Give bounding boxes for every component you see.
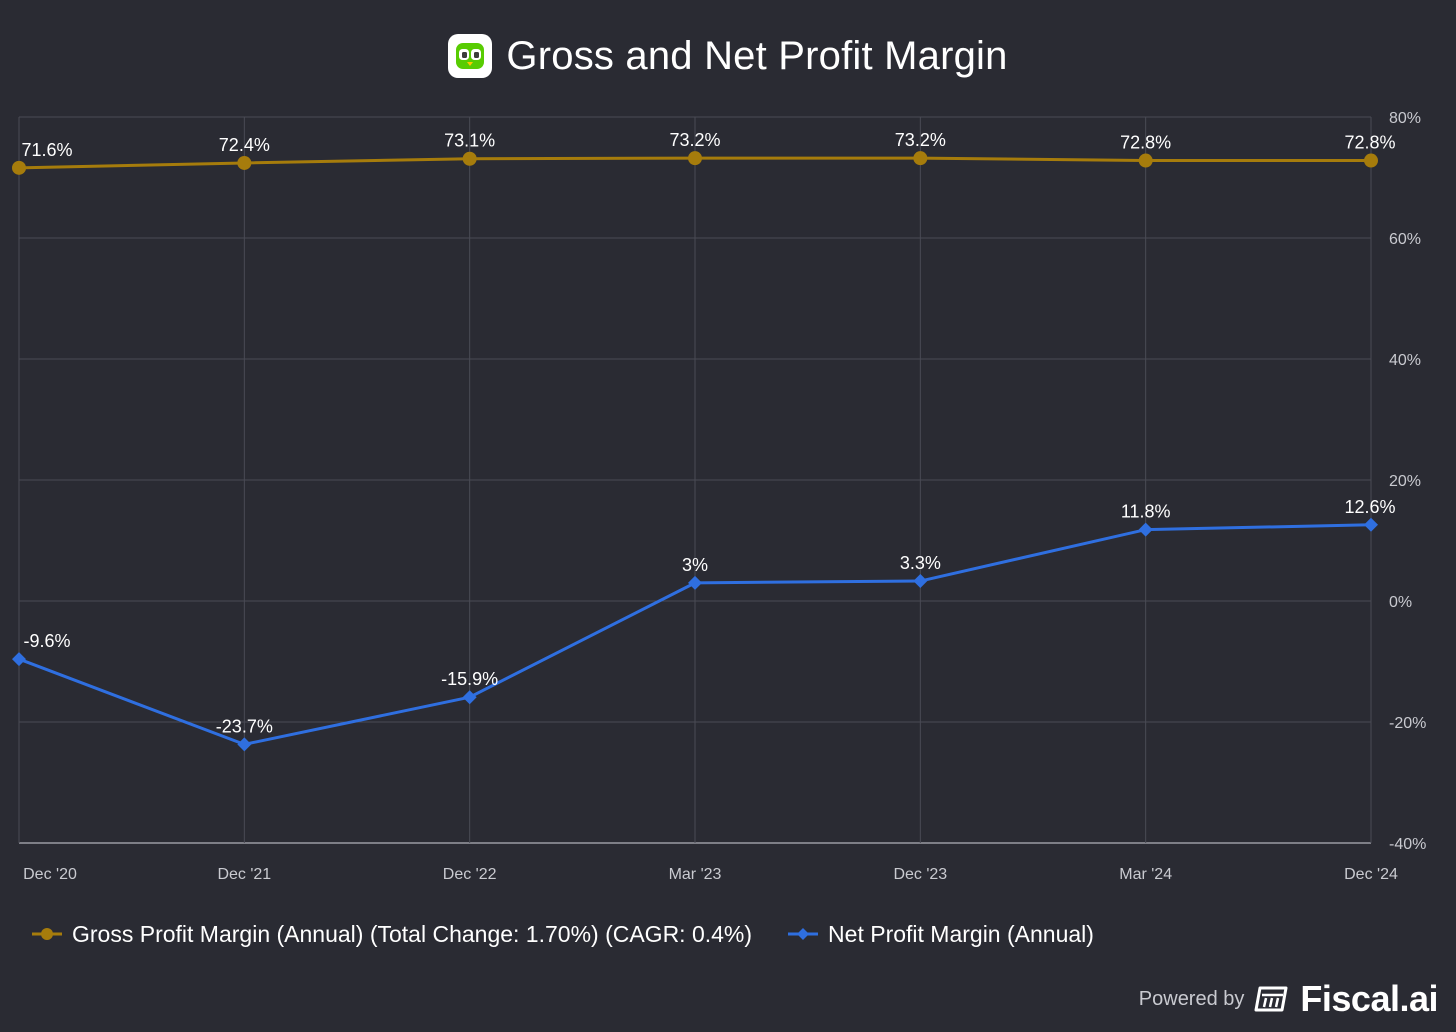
net-margin-data-label: -15.9% bbox=[441, 669, 498, 689]
net-margin-point bbox=[913, 574, 928, 589]
gross-margin-point bbox=[237, 155, 252, 170]
legend-item-net[interactable]: Net Profit Margin (Annual) bbox=[788, 921, 1094, 948]
y-tick-label: 0% bbox=[1389, 594, 1412, 611]
brand-name: Fiscal.ai bbox=[1300, 978, 1438, 1019]
gross-margin-point bbox=[462, 151, 477, 166]
gross-margin-point bbox=[688, 151, 702, 166]
data-labels: 71.6% 72.4% 73.1% 73.2% 73.2% 72.8% 72.8% -9.6%… bbox=[21, 130, 1395, 736]
series-lines bbox=[12, 151, 1378, 752]
axis-ticks: 80% 60% 40% 20% 0% -20% -40% Dec '20 Dec '21 Dec … bbox=[23, 110, 1426, 883]
x-tick-label: Mar '24 bbox=[1119, 866, 1172, 883]
fiscal-logo-icon bbox=[1254, 986, 1288, 1012]
gross-margin-data-label: 73.2% bbox=[669, 130, 720, 150]
x-tick-label: Dec '24 bbox=[1344, 866, 1398, 883]
x-tick-label: Dec '20 bbox=[23, 866, 77, 883]
net-margin-data-label: 12.6% bbox=[1344, 497, 1395, 517]
net-margin-point bbox=[1364, 517, 1378, 532]
gross-margin-data-label: 72.8% bbox=[1344, 133, 1395, 153]
x-tick-label: Mar '23 bbox=[669, 866, 722, 883]
gross-margin-point bbox=[12, 160, 26, 175]
gross-margin-data-label: 72.8% bbox=[1120, 133, 1171, 153]
footer-branding: Powered by Fiscal.ai bbox=[1138, 978, 1439, 1020]
gross-margin-data-label: 73.2% bbox=[895, 130, 946, 150]
net-margin-point bbox=[1138, 522, 1153, 537]
x-tick-label: Dec '23 bbox=[893, 866, 947, 883]
net-margin-data-label: 3% bbox=[682, 555, 708, 575]
y-tick-label: 40% bbox=[1389, 352, 1421, 369]
chart-title: Gross and Net Profit Margin bbox=[506, 33, 1008, 78]
net-margin-point bbox=[12, 652, 26, 667]
x-tick-label: Dec '21 bbox=[217, 866, 271, 883]
y-tick-label: 60% bbox=[1389, 231, 1421, 248]
gross-margin-data-label: 72.4% bbox=[219, 135, 270, 155]
gross-margin-data-label: 71.6% bbox=[21, 140, 72, 160]
net-margin-data-label: 3.3% bbox=[900, 553, 941, 573]
gross-margin-point bbox=[1138, 153, 1153, 168]
net-margin-data-label: -23.7% bbox=[216, 716, 273, 736]
duolingo-owl-icon bbox=[448, 34, 493, 78]
legend-net-label: Net Profit Margin (Annual) bbox=[828, 920, 1094, 947]
chart-plot: 80% 60% 40% 20% 0% -20% -40% Dec '20 Dec '21 Dec … bbox=[12, 110, 1426, 883]
chart-title-row: Gross and Net Profit Margin bbox=[0, 28, 1456, 84]
net-margin-data-label: 11.8% bbox=[1121, 502, 1171, 522]
gross-margin-point bbox=[1364, 153, 1378, 168]
legend-net-marker-icon bbox=[788, 928, 819, 940]
gross-margin-data-label: 73.1% bbox=[444, 131, 495, 151]
y-tick-label: 20% bbox=[1389, 473, 1421, 490]
grid-lines bbox=[18, 116, 1372, 844]
x-tick-label: Dec '22 bbox=[443, 866, 497, 883]
powered-by-text: Powered by bbox=[1138, 987, 1245, 1010]
legend-item-gross[interactable]: Gross Profit Margin (Annual) (Total Chan… bbox=[32, 921, 752, 948]
net-margin-point bbox=[688, 575, 702, 590]
net-margin-data-label: -9.6% bbox=[23, 631, 70, 651]
legend-gross-marker-icon bbox=[32, 928, 62, 940]
y-tick-label: -40% bbox=[1389, 836, 1426, 853]
legend-gross-label: Gross Profit Margin (Annual) (Total Chan… bbox=[72, 920, 753, 947]
net-margin-point bbox=[462, 690, 477, 705]
y-tick-label: -20% bbox=[1389, 715, 1426, 732]
chart-legend: Gross Profit Margin (Annual) (Total Chan… bbox=[32, 914, 1094, 954]
net-margin-point bbox=[237, 737, 252, 752]
y-tick-label: 80% bbox=[1389, 110, 1421, 127]
gross-margin-point bbox=[913, 151, 928, 166]
